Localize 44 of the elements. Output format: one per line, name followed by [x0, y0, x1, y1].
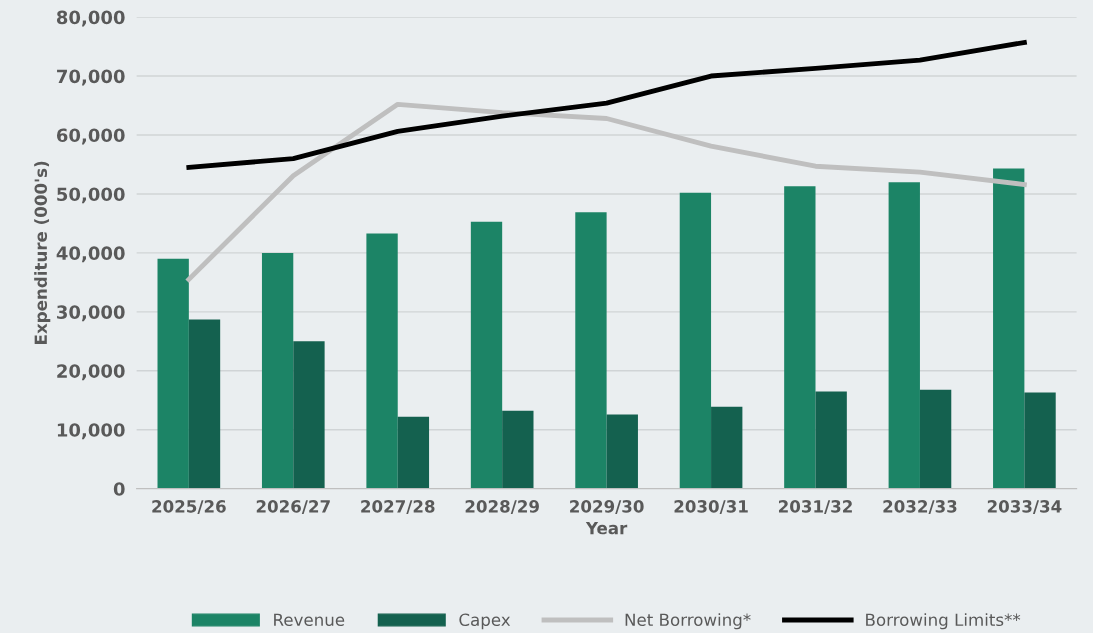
bar [993, 168, 1025, 489]
bar [502, 410, 534, 489]
bar [679, 192, 712, 489]
y-tick-label: 20,000 [57, 364, 125, 381]
bar [261, 252, 294, 489]
y-tick-label: 10,000 [57, 423, 125, 440]
y-tick-label: 0 [113, 482, 125, 496]
x-tick-label: 2033/34 [987, 500, 1062, 514]
bar [397, 416, 430, 489]
y-tick-label: 80,000 [56, 10, 125, 27]
x-axis-title: Year [585, 521, 628, 535]
legend-label: Net Borrowing* [625, 613, 751, 630]
y-tick-label: 60,000 [56, 128, 125, 145]
x-tick-label: 2025/26 [152, 500, 226, 514]
bar [888, 182, 920, 489]
x-tick-label: 2028/29 [465, 500, 539, 514]
bar [157, 258, 189, 489]
y-tick-label: 30,000 [57, 305, 125, 322]
bar [470, 221, 503, 489]
x-tick-label: 2029/30 [570, 500, 644, 514]
x-tick-label: 2030/31 [674, 500, 748, 514]
legend-label: Capex [459, 613, 511, 630]
bar [1024, 392, 1056, 489]
bar [784, 186, 816, 489]
line-series [186, 40, 1027, 170]
x-tick-label: 2027/28 [361, 500, 435, 514]
bar [188, 319, 221, 489]
x-tick-label: 2032/33 [883, 500, 957, 514]
bar [293, 341, 325, 489]
line-series [186, 101, 1027, 282]
bar [711, 406, 743, 489]
x-tick-label: 2031/32 [778, 500, 852, 514]
legend-label: Borrowing Limits** [866, 613, 1021, 630]
bar [575, 212, 607, 489]
bar [815, 391, 847, 489]
y-tick-label: 40,000 [56, 246, 125, 263]
legend-label: Revenue [274, 613, 345, 627]
y-tick-label: 50,000 [57, 187, 125, 204]
bar [919, 389, 952, 489]
bar [606, 414, 638, 489]
y-axis-title: Expenditure (000's) [34, 161, 51, 344]
x-tick-label: 2026/27 [256, 500, 330, 514]
y-tick-label: 70,000 [57, 69, 125, 86]
bar [366, 233, 398, 489]
